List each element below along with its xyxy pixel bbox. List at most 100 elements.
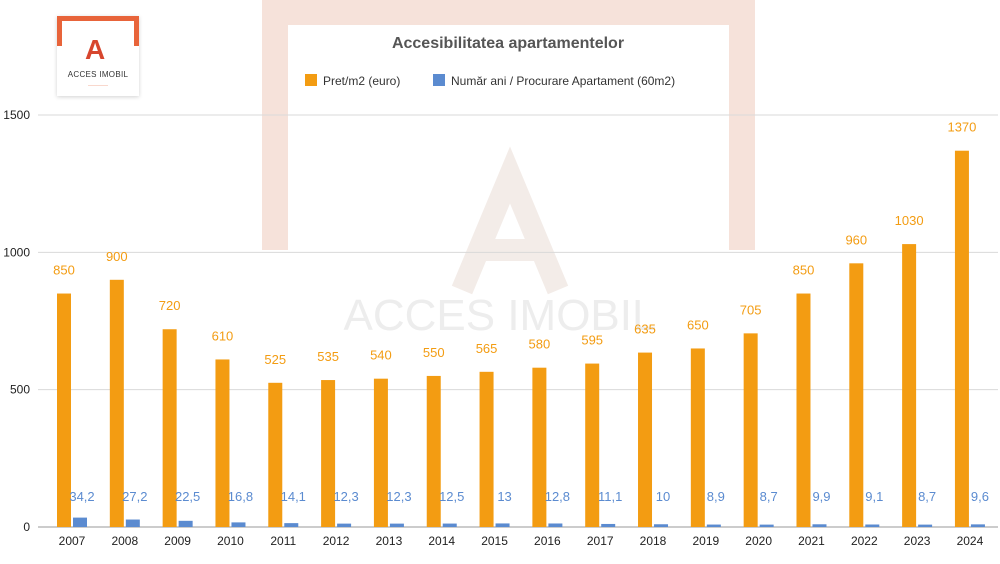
acces-imobil-logo-icon: A [85, 34, 106, 65]
data-label-price: 525 [264, 352, 286, 367]
data-label-years: 13 [497, 489, 511, 504]
x-tick-label: 2014 [428, 534, 455, 548]
data-label-years: 8,9 [707, 489, 725, 504]
bar-years [706, 524, 721, 527]
x-tick-label: 2016 [534, 534, 561, 548]
data-label-price: 565 [476, 341, 498, 356]
data-label-price: 535 [317, 349, 339, 364]
gridlines [38, 114, 998, 528]
watermark-text: ACCES IMOBIL [344, 291, 657, 340]
x-tick-label: 2023 [904, 534, 931, 548]
watermark-logo-icon [451, 146, 569, 295]
data-label-years: 12,3 [333, 489, 358, 504]
y-tick-label: 1000 [3, 245, 30, 259]
data-label-price: 850 [53, 263, 75, 278]
bar-price [849, 263, 864, 527]
watermark-frame [262, 0, 755, 250]
x-tick-label: 2017 [587, 534, 614, 548]
data-label-price: 580 [529, 337, 551, 352]
bars [57, 150, 985, 528]
bar-years [284, 523, 299, 527]
bar-price [902, 244, 917, 528]
legend: Pret/m2 (euro) Număr ani / Procurare Apa… [305, 74, 675, 88]
x-tick-label: 2012 [323, 534, 350, 548]
axes: 0 500 1000 1500 2007 2008 2009 2010 2011 2012 2013… [3, 108, 983, 548]
data-label-price: 595 [581, 333, 603, 348]
bar-years [495, 523, 510, 527]
data-label-price: 705 [740, 302, 762, 317]
data-label-price: 850 [793, 263, 815, 278]
bar-price [585, 363, 600, 527]
logo-name: ACCES IMOBIL [67, 70, 129, 79]
data-label-years: 22,5 [175, 489, 200, 504]
bar-price [162, 329, 177, 527]
data-label-price: 635 [634, 322, 656, 337]
bar-price [690, 348, 705, 527]
data-label-years: 12,3 [386, 489, 411, 504]
x-tick-label: 2019 [692, 534, 719, 548]
bar-years [442, 523, 457, 527]
x-tick-label: 2008 [111, 534, 138, 548]
x-tick-label: 2013 [376, 534, 403, 548]
x-tick-label: 2020 [745, 534, 772, 548]
x-tick-label: 2021 [798, 534, 825, 548]
x-tick-label: 2011 [270, 534, 296, 548]
x-tick-label: 2024 [957, 534, 984, 548]
bar-price [954, 150, 969, 527]
y-tick-label: 1500 [3, 108, 30, 122]
data-label-years: 10 [656, 489, 670, 504]
data-label-price: 1030 [895, 213, 924, 228]
data-label-price: 900 [106, 249, 128, 264]
bar-price [426, 375, 441, 527]
bar-years [759, 524, 774, 527]
x-tick-label: 2022 [851, 534, 878, 548]
bar-price [638, 352, 653, 527]
bar-years [601, 523, 616, 527]
data-label-price: 610 [212, 328, 234, 343]
bar-years [337, 523, 352, 527]
bar-price [268, 382, 283, 527]
bar-price [743, 333, 758, 527]
data-label-price: 550 [423, 345, 445, 360]
legend-label-years: Număr ani / Procurare Apartament (60m2) [451, 74, 675, 88]
logo-tagline-decoration: ————— [88, 82, 108, 87]
bar-years [125, 519, 140, 527]
bar-years [389, 523, 404, 527]
bar-price [57, 293, 71, 527]
bar-price [479, 371, 494, 527]
chart-title: Accesibilitatea apartamentelor [392, 35, 624, 52]
data-label-years: 12,5 [439, 489, 464, 504]
legend-label-price: Pret/m2 (euro) [323, 74, 400, 88]
data-label-years: 9,1 [865, 489, 883, 504]
x-tick-label: 2007 [59, 534, 86, 548]
data-label-price: 720 [159, 298, 181, 313]
data-label-years: 27,2 [122, 489, 147, 504]
data-label-years: 11,1 [598, 489, 622, 504]
watermark: ACCES IMOBIL [262, 0, 755, 340]
bar-years [918, 524, 933, 527]
bar-price [532, 367, 547, 527]
x-tick-label: 2018 [640, 534, 667, 548]
bar-years [865, 524, 880, 527]
bar-years [970, 524, 985, 527]
bar-years [178, 520, 193, 527]
data-label-years: 9,6 [971, 489, 989, 504]
bar-price [373, 378, 388, 527]
brand-logo: A ACCES IMOBIL ————— [57, 16, 139, 96]
logo-frame [57, 16, 139, 46]
bar-price [215, 359, 230, 527]
data-label-price: 540 [370, 348, 392, 363]
bar-years [812, 524, 827, 527]
data-label-price: 650 [687, 317, 709, 332]
legend-swatch-years [433, 74, 445, 86]
y-tick-label: 0 [23, 520, 30, 534]
y-tick-label: 500 [10, 383, 30, 397]
data-label-years: 16,8 [228, 489, 253, 504]
data-labels: 850 34,2 900 27,2 720 22,5 610 16,8 525 14,1 535 12… [53, 120, 989, 504]
data-label-years: 34,2 [69, 489, 94, 504]
x-tick-label: 2015 [481, 534, 508, 548]
data-label-years: 8,7 [918, 489, 936, 504]
bar-years [654, 524, 669, 527]
bar-years [73, 517, 87, 527]
